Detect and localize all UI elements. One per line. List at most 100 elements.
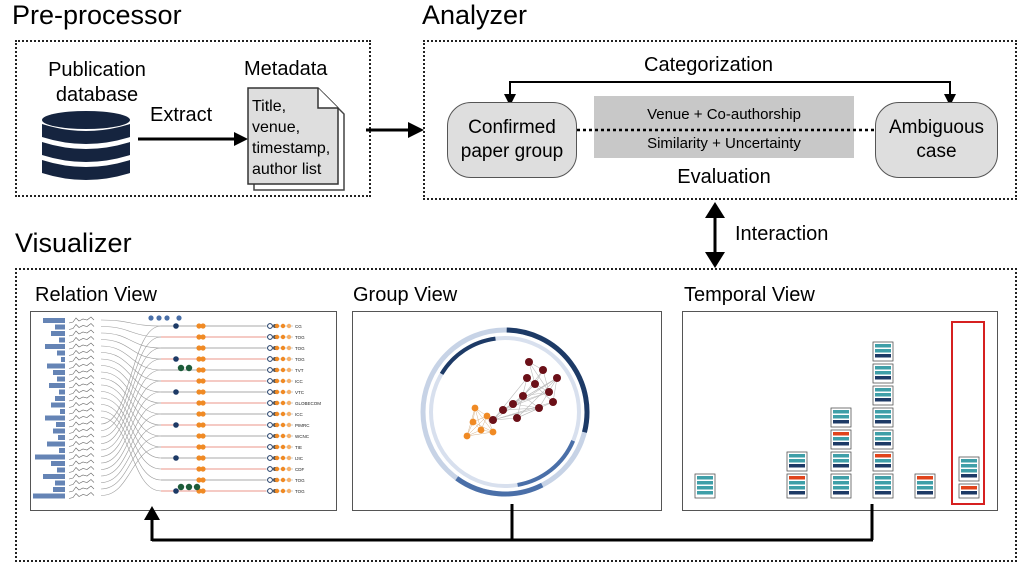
temporal-view-chart [694, 321, 985, 505]
relation-glyph [267, 323, 273, 329]
relation-link [100, 352, 162, 382]
temporal-bar [875, 437, 891, 441]
relation-node [193, 483, 201, 491]
relation-sparkline [68, 466, 95, 473]
relation-node [173, 356, 179, 362]
relation-link [100, 325, 162, 425]
group-node [545, 388, 553, 396]
relation-node [196, 455, 202, 461]
relation-glyph [267, 444, 273, 450]
group-edge [492, 401, 554, 421]
temporal-bar [833, 464, 849, 468]
temporal-bar [833, 459, 849, 463]
relation-bar [57, 350, 65, 356]
relation-glyph [274, 356, 280, 362]
relation-glyph [274, 400, 280, 406]
categorization-label: Categorization [644, 54, 773, 76]
relation-bar [60, 409, 65, 414]
relation-sparkline [68, 375, 95, 382]
group-edge [526, 377, 554, 403]
visualizer-box [15, 268, 1017, 562]
group-node [523, 374, 531, 382]
relation-node [200, 455, 206, 461]
group-view[interactable] [352, 311, 662, 511]
relation-node [200, 378, 206, 384]
relation-node [200, 400, 206, 406]
temporal-view[interactable] [682, 311, 998, 511]
relation-bar [45, 415, 65, 421]
relation-glyph [280, 400, 286, 406]
extract-label: Extract [150, 104, 213, 126]
relation-bar [61, 357, 65, 362]
relation-sparkline [68, 472, 95, 480]
relation-link [100, 326, 162, 338]
temporal-bar [875, 454, 891, 458]
temporal-bar [875, 410, 891, 414]
criteria-line-1: Venue + Co-authorship [647, 106, 801, 123]
relation-view[interactable]: CG TOG TOG TOG TVT ICC VTC GLOBECOM ICC PIMRC WCNC… [30, 311, 337, 511]
relation-node [177, 364, 185, 372]
group-edge [492, 417, 518, 421]
relation-bar [35, 454, 65, 460]
relation-glyph [280, 466, 286, 472]
relation-bar [53, 428, 65, 434]
temporal-bar [961, 459, 977, 463]
relation-glyph [286, 444, 292, 450]
relation-glyph [274, 488, 280, 494]
relation-link [100, 345, 162, 371]
group-node [519, 392, 527, 400]
group-node [499, 406, 507, 414]
group-node [549, 398, 557, 406]
group-node [513, 414, 521, 422]
temporal-bar [961, 469, 977, 473]
relation-glyph [274, 477, 280, 483]
relation-node [148, 315, 154, 321]
relation-glyph [286, 433, 292, 439]
relation-bar [43, 474, 65, 479]
relation-sparkline [68, 446, 95, 454]
relation-node [200, 367, 206, 373]
relation-glyph [280, 455, 286, 461]
group-node [531, 380, 539, 388]
relation-node [196, 367, 202, 373]
relation-node [164, 315, 170, 321]
relation-bar [51, 461, 65, 466]
relation-node [185, 483, 193, 491]
group-node [477, 426, 485, 434]
group-node [483, 412, 491, 420]
temporal-highlight-box [951, 321, 985, 505]
temporal-bar [961, 486, 977, 490]
relation-venue-label: WCNC [295, 434, 310, 439]
temporal-bar [789, 459, 805, 463]
relation-node [196, 400, 202, 406]
relation-glyph [286, 455, 292, 461]
group-node [535, 404, 543, 412]
group-edge [492, 377, 528, 421]
relation-glyph [280, 323, 286, 329]
relation-bar [53, 487, 65, 492]
group-edge [466, 431, 494, 437]
preprocessor-box [15, 40, 371, 197]
relation-glyph [280, 334, 286, 340]
temporal-bar [875, 420, 891, 424]
temporal-bar [833, 481, 849, 485]
relation-venue-label: GLOBECOM [295, 401, 321, 406]
group-node [509, 400, 517, 408]
relation-glyph [286, 422, 292, 428]
relation-node [196, 356, 202, 362]
relation-node [173, 323, 179, 329]
relation-glyph [267, 477, 273, 483]
temporal-bar [875, 415, 891, 419]
relation-link [100, 358, 162, 444]
evaluation-label: Evaluation [677, 166, 771, 188]
relation-sparkline [68, 336, 95, 343]
relation-venue-label: PIMRC [295, 423, 310, 428]
relation-glyph [274, 411, 280, 417]
temporal-bar [833, 420, 849, 424]
relation-glyph [274, 345, 280, 351]
relation-glyph [267, 411, 273, 417]
relation-glyph [274, 334, 280, 340]
relation-glyph [286, 477, 292, 483]
relation-sparkline [68, 342, 95, 350]
relation-node [200, 422, 206, 428]
